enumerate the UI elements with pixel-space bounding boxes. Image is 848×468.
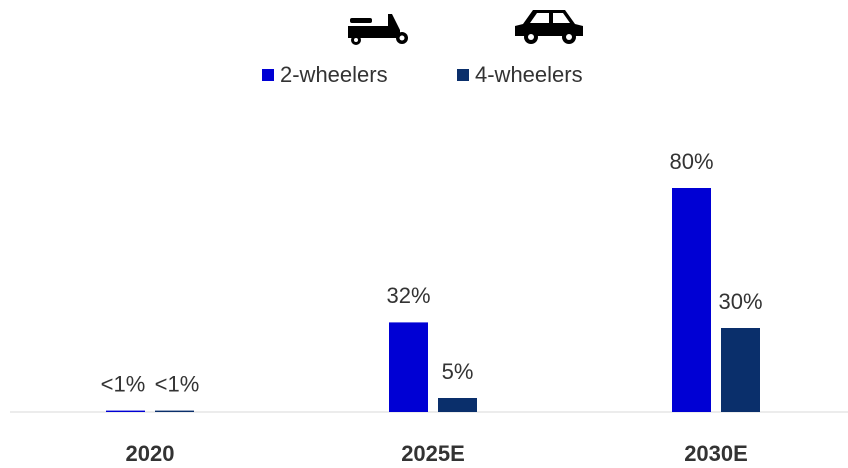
bar <box>389 322 428 412</box>
data-label: <1% <box>155 371 200 396</box>
x-tick-label: 2025E <box>401 441 465 466</box>
x-tick-label: 2030E <box>684 441 748 466</box>
data-label: <1% <box>101 371 146 396</box>
bar <box>721 328 760 412</box>
data-label: 5% <box>442 359 474 384</box>
data-label: 30% <box>718 289 762 314</box>
bar <box>106 410 145 412</box>
legend-label: 4-wheelers <box>475 62 583 87</box>
car-icon <box>515 10 583 44</box>
bar <box>672 188 711 412</box>
legend-swatch <box>262 69 274 81</box>
scooter-icon <box>348 14 408 45</box>
legend-label: 2-wheelers <box>280 62 388 87</box>
bar <box>438 398 477 412</box>
legend-swatch <box>457 69 469 81</box>
data-label: 32% <box>386 283 430 308</box>
x-tick-label: 2020 <box>126 441 175 466</box>
data-label: 80% <box>669 149 713 174</box>
bar <box>155 410 194 412</box>
